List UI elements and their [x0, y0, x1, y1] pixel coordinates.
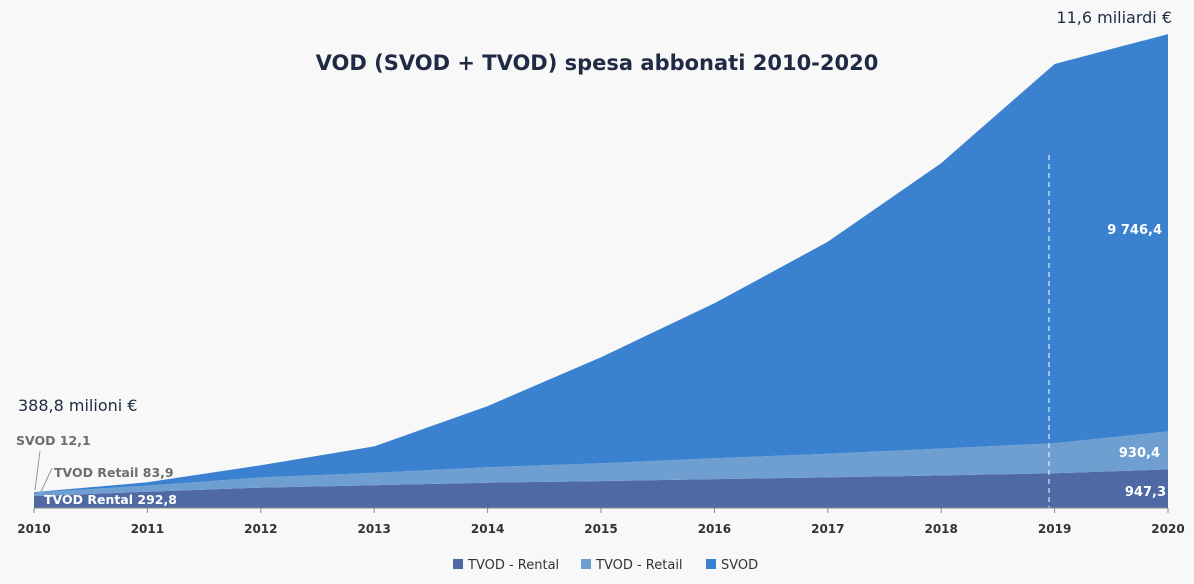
rental-2010-label: TVOD Rental 292,8: [44, 492, 177, 507]
total-2020-label: 11,6 miliardi €: [1056, 8, 1172, 27]
x-tick-label: 2020: [1151, 522, 1184, 536]
legend-swatch: [706, 559, 716, 569]
area-series-group: [34, 34, 1168, 508]
total-2010-label: 388,8 milioni €: [18, 396, 137, 415]
retail-2010-label: TVOD Retail 83,9: [54, 465, 174, 480]
legend-swatch: [581, 559, 591, 569]
rental-2020-label: 947,3: [1125, 485, 1166, 500]
x-tick-label: 2013: [357, 522, 390, 536]
x-tick-label: 2018: [924, 522, 957, 536]
x-tick-label: 2015: [584, 522, 617, 536]
x-tick-label: 2010: [17, 522, 50, 536]
svod-2010-label: SVOD 12,1: [16, 433, 91, 448]
x-tick-label: 2011: [131, 522, 164, 536]
x-tick-label: 2017: [811, 522, 844, 536]
legend-label: TVOD - Retail: [595, 558, 683, 573]
retail-2010-leader-line: [39, 467, 53, 495]
area-series-svod: [34, 34, 1168, 493]
legend-label: TVOD - Rental: [467, 558, 559, 573]
area-series-tvod-rental: [34, 469, 1168, 508]
retail-2020-label: 930,4: [1119, 446, 1160, 461]
svod-2020-label: 9 746,4: [1107, 223, 1162, 238]
x-tick-label: 2019: [1038, 522, 1071, 536]
legend-swatch: [453, 559, 463, 569]
x-tick-label: 2014: [471, 522, 504, 536]
x-tick-label: 2012: [244, 522, 277, 536]
area-series-tvod-retail: [34, 431, 1168, 497]
svod-2010-leader-line: [34, 450, 41, 491]
x-axis-ticks: 2010 2011 2012 2013 2014 2015 2016 2017 2018 2019…: [17, 508, 1185, 536]
legend-label: SVOD: [721, 558, 758, 573]
x-tick-label: 2016: [698, 522, 731, 536]
chart-legend: TVOD - Rental TVOD - Retail SVOD: [453, 558, 758, 573]
chart-title: VOD (SVOD + TVOD) spesa abbonati 2010-20…: [316, 51, 879, 75]
